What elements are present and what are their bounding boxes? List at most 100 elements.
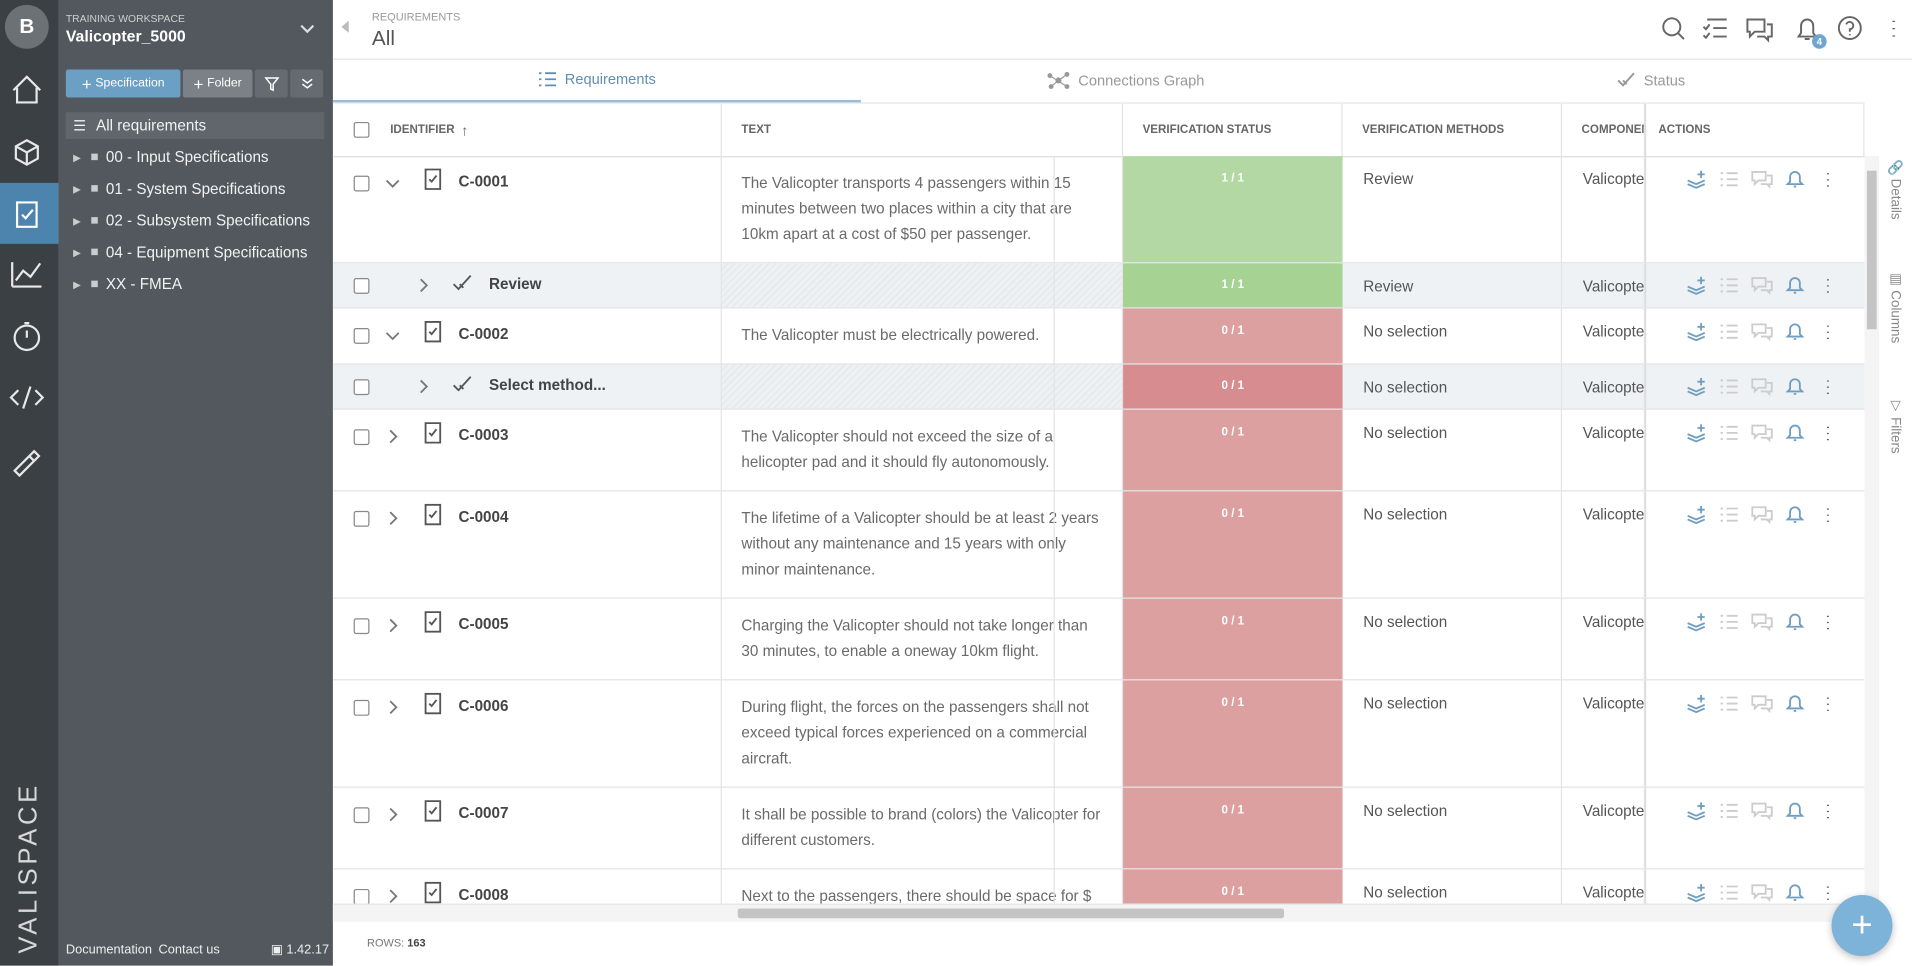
components-icon[interactable] — [14, 138, 39, 166]
notify-icon[interactable] — [1784, 377, 1806, 397]
text-header[interactable]: TEXT — [722, 103, 1124, 157]
discussion-icon[interactable] — [1751, 169, 1773, 189]
expand-chevron[interactable] — [385, 328, 400, 343]
verification-icon[interactable] — [452, 274, 474, 294]
status-header[interactable]: VERIFICATION STATUS — [1123, 103, 1343, 157]
requirement-row[interactable]: C-0004 The lifetime of a Valicopter shoul… — [332, 491, 1865, 599]
project-name[interactable]: Valicopter_5000 — [65, 26, 186, 46]
avatar[interactable]: B — [4, 4, 49, 49]
expand-chevron[interactable] — [385, 429, 400, 444]
row-checkbox[interactable] — [353, 510, 370, 527]
discussion-icon[interactable] — [1751, 505, 1773, 525]
tree-item[interactable]: ▶ ■ 02 - Subsystem Specifications — [66, 207, 325, 234]
list-icon[interactable] — [1718, 801, 1740, 821]
requirement-icon[interactable] — [423, 692, 443, 715]
row-menu-icon[interactable] — [1817, 801, 1839, 821]
list-icon[interactable] — [1718, 694, 1740, 714]
discussion-icon[interactable] — [1751, 883, 1773, 903]
notify-icon[interactable] — [1784, 322, 1806, 342]
workspace-chevron[interactable] — [300, 23, 315, 35]
tasks-icon[interactable] — [1702, 18, 1727, 40]
requirement-row[interactable]: C-0002 The Valicopter must be electricall… — [332, 308, 1865, 365]
row-menu-icon[interactable] — [1817, 322, 1839, 342]
notify-icon[interactable] — [1784, 423, 1806, 443]
requirement-icon[interactable] — [423, 321, 443, 343]
requirement-icon[interactable] — [423, 168, 443, 190]
columns-tab[interactable]: ▤ Columns — [1887, 270, 1903, 344]
verification-icon[interactable] — [452, 376, 474, 396]
notify-icon[interactable] — [1784, 694, 1806, 714]
requirement-icon[interactable] — [423, 503, 443, 526]
discussion-icon[interactable] — [1751, 322, 1773, 342]
scroll-thumb[interactable] — [1866, 170, 1877, 330]
list-icon[interactable] — [1718, 276, 1740, 296]
select-all-checkbox[interactable] — [353, 121, 370, 138]
list-icon[interactable] — [1718, 169, 1740, 189]
notify-icon[interactable] — [1784, 276, 1806, 296]
expand-chevron[interactable] — [416, 379, 431, 394]
requirement-icon[interactable] — [423, 800, 443, 822]
add-fab[interactable]: + — [1831, 895, 1893, 957]
child-row[interactable]: Select method... 0 / 1 No selection Valicop… — [332, 364, 1865, 410]
filter-button[interactable] — [254, 69, 288, 98]
search-icon[interactable] — [1662, 17, 1682, 37]
requirement-icon[interactable] — [423, 611, 443, 633]
notify-icon[interactable] — [1784, 505, 1806, 525]
child-row[interactable]: Review 1 / 1 Review Valicopter — [332, 263, 1865, 309]
row-checkbox[interactable] — [353, 699, 370, 716]
tree-item[interactable]: ▶ ■ XX - FMEA — [66, 271, 325, 298]
tab-connections[interactable]: Connections Graph — [861, 59, 1390, 103]
notify-icon[interactable] — [1784, 169, 1806, 189]
list-icon[interactable] — [1718, 322, 1740, 342]
expand-chevron[interactable] — [385, 618, 400, 633]
vertical-scrollbar[interactable] — [1864, 156, 1880, 904]
row-menu-icon[interactable] — [1817, 883, 1839, 903]
row-menu-icon[interactable] — [1817, 423, 1839, 443]
requirement-row[interactable]: C-0003 The Valicopter should not exceed t… — [332, 409, 1865, 492]
expand-chevron[interactable] — [385, 700, 400, 715]
add-verification-icon[interactable] — [1685, 801, 1707, 821]
contact-link[interactable]: Contact us — [158, 942, 220, 958]
identifier-header[interactable]: IDENTIFIER ↑ — [333, 103, 722, 157]
horizontal-scrollbar[interactable] — [332, 903, 1865, 922]
list-icon[interactable] — [1718, 612, 1740, 632]
analysis-icon[interactable] — [11, 262, 42, 288]
discussion-icon[interactable] — [1751, 612, 1773, 632]
notify-icon[interactable] — [1784, 612, 1806, 632]
expand-chevron[interactable] — [385, 511, 400, 526]
component-header[interactable]: COMPONENT — [1562, 103, 1645, 157]
row-checkbox[interactable] — [353, 807, 370, 824]
row-checkbox[interactable] — [353, 429, 370, 446]
scroll-thumb[interactable] — [737, 908, 1285, 919]
row-checkbox[interactable] — [353, 888, 370, 904]
notifications-icon[interactable] — [1796, 18, 1818, 40]
requirement-icon[interactable] — [423, 422, 443, 444]
tab-status[interactable]: Status — [1390, 59, 1912, 103]
row-menu-icon[interactable] — [1817, 505, 1839, 525]
tree-item[interactable]: ▶ ■ 00 - Input Specifications — [66, 144, 325, 171]
row-menu-icon[interactable] — [1817, 169, 1839, 189]
discussion-icon[interactable] — [1751, 801, 1773, 821]
add-verification-icon[interactable] — [1685, 423, 1707, 443]
tree-item[interactable]: ☰ All requirements — [65, 112, 325, 140]
row-checkbox[interactable] — [353, 618, 370, 635]
add-verification-icon[interactable] — [1685, 505, 1707, 525]
collapse-arrow[interactable] — [340, 20, 350, 35]
requirement-icon[interactable] — [423, 881, 443, 904]
scripting-icon[interactable] — [9, 386, 45, 409]
requirement-row[interactable]: C-0008 Next to the passengers, there shou… — [333, 869, 1865, 904]
discussion-icon[interactable] — [1751, 276, 1773, 296]
add-verification-icon[interactable] — [1685, 169, 1707, 189]
expand-chevron[interactable] — [416, 278, 431, 293]
list-icon[interactable] — [1718, 883, 1740, 903]
home-icon[interactable] — [12, 75, 42, 104]
requirement-row[interactable]: C-0007 It shall be possible to brand (col… — [332, 787, 1865, 870]
timer-icon[interactable] — [13, 324, 41, 352]
discussion-icon[interactable] — [1751, 423, 1773, 443]
add-verification-icon[interactable] — [1685, 883, 1707, 903]
expand-chevron[interactable] — [385, 176, 400, 191]
row-menu-icon[interactable] — [1817, 612, 1839, 632]
add-verification-icon[interactable] — [1685, 276, 1707, 296]
row-checkbox[interactable] — [353, 328, 370, 344]
list-icon[interactable] — [1718, 377, 1740, 397]
